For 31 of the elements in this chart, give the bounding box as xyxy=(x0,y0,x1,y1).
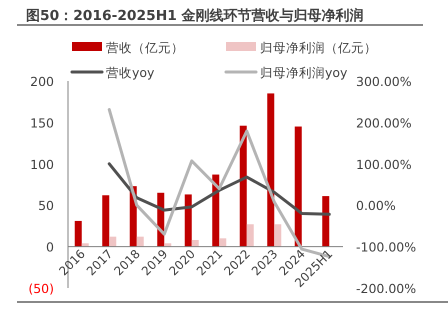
y2-tick-label: -100.00% xyxy=(356,240,416,255)
y-tick-label: 200 xyxy=(30,74,54,89)
bar xyxy=(322,196,330,247)
y-tick-label: 150 xyxy=(30,115,54,130)
y-tick-label: 100 xyxy=(30,156,54,172)
chart-title: 图50：2016-2025H1 金刚线环节营收与归母净利润 xyxy=(26,7,364,24)
y-tick-label: 0 xyxy=(46,240,54,255)
bar xyxy=(102,195,110,247)
legend-label: 归母净利润yoy xyxy=(260,65,348,80)
bar xyxy=(267,93,274,247)
legend-label: 营收yoy xyxy=(106,65,156,80)
bar xyxy=(184,194,192,247)
bar xyxy=(274,224,282,247)
legend-label: 营收（亿元） xyxy=(106,40,184,55)
bar xyxy=(240,126,247,247)
y2-tick-label: 300.00% xyxy=(356,74,412,89)
y2-tick-label: 0.00% xyxy=(356,198,396,214)
bar xyxy=(192,240,199,247)
y2-tick-label: 100.00% xyxy=(356,156,412,172)
bar xyxy=(109,236,116,247)
y2-tick-label: -200.00% xyxy=(356,281,416,296)
y-tick-label: (50) xyxy=(28,281,54,296)
bar xyxy=(246,224,254,247)
y2-tick-label: 200.00% xyxy=(356,115,412,130)
bar xyxy=(74,220,82,247)
bar xyxy=(219,238,226,247)
legend-label: 归母净利润（亿元） xyxy=(260,40,377,55)
line-series xyxy=(108,162,331,216)
bar xyxy=(136,236,144,247)
y-tick-label: 50 xyxy=(38,198,54,214)
bar xyxy=(294,126,302,247)
